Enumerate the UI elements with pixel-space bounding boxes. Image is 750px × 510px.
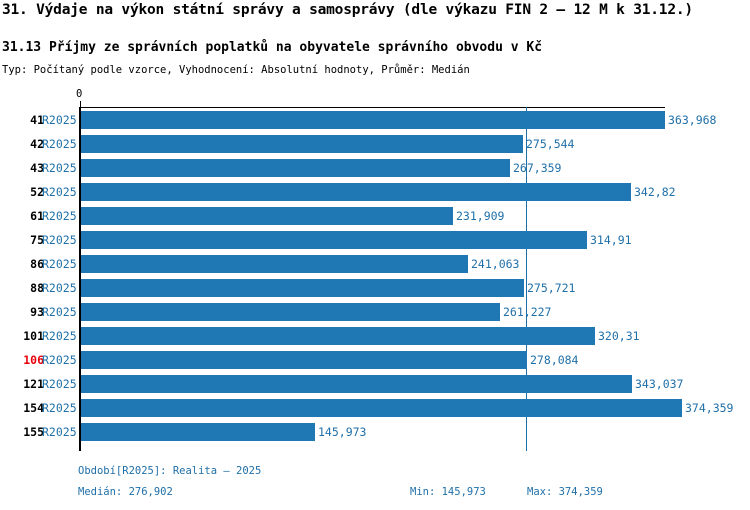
stat-median-label: Medián: 276,902	[78, 486, 173, 498]
bar-value-label: 363,968	[668, 113, 717, 127]
bar-row-series-label: R2025	[42, 329, 77, 343]
bar-value-label: 241,063	[471, 257, 520, 271]
bar[interactable]	[81, 135, 523, 153]
bar-value-label: 374,359	[685, 401, 734, 415]
chart-meta-line: Typ: Počítaný podle vzorce, Vyhodnocení:…	[2, 64, 470, 76]
bar[interactable]	[81, 279, 524, 297]
bar-row[interactable]: 154 R2025 374,359	[0, 397, 750, 421]
bar-row-series-label: R2025	[42, 401, 77, 415]
bar-row-category-52: 52	[30, 185, 44, 199]
bar-row[interactable]: 101 R2025 320,31	[0, 325, 750, 349]
bar-row-series-label: R2025	[42, 137, 77, 151]
bar-row[interactable]: 155 R2025 145,973	[0, 421, 750, 445]
bar-value-label: 278,084	[530, 353, 579, 367]
bar-row-series-label: R2025	[42, 257, 77, 271]
bar[interactable]	[81, 111, 665, 129]
bar[interactable]	[81, 399, 682, 417]
bar-row[interactable]: 121 R2025 343,037	[0, 373, 750, 397]
bar-value-label: 267,359	[513, 161, 562, 175]
bar-row-category-155: 155	[23, 425, 44, 439]
bar-row-category-101: 101	[23, 329, 44, 343]
axis-tick-mark-zero	[80, 101, 81, 107]
bar[interactable]	[81, 159, 510, 177]
bar-row-series-label: R2025	[42, 305, 77, 319]
bar[interactable]	[81, 327, 595, 345]
bar-row-category-42: 42	[30, 137, 44, 151]
bar-value-label: 314,91	[590, 233, 632, 247]
bar-row-category-41: 41	[30, 113, 44, 127]
bar-row-series-label: R2025	[42, 233, 77, 247]
axis-top-rule	[80, 107, 665, 108]
bar[interactable]	[81, 231, 587, 249]
bar[interactable]	[81, 375, 632, 393]
bar-row[interactable]: 106 R2025 278,084	[0, 349, 750, 373]
bar-value-label: 145,973	[318, 425, 367, 439]
bar-row[interactable]: 61 R2025 231,909	[0, 205, 750, 229]
median-reference-line	[526, 107, 527, 451]
bar-row[interactable]: 42 R2025 275,544	[0, 133, 750, 157]
bar-row[interactable]: 88 R2025 275,721	[0, 277, 750, 301]
bar-value-label: 231,909	[456, 209, 505, 223]
bar-row-series-label: R2025	[42, 425, 77, 439]
bar-row[interactable]: 41 R2025 363,968	[0, 109, 750, 133]
bar-row-category-93: 93	[30, 305, 44, 319]
bar-row[interactable]: 93 R2025 261,227	[0, 301, 750, 325]
bar-row-category-86: 86	[30, 257, 44, 271]
bar-row-category-106: 106	[23, 353, 44, 367]
bar-row-category-75: 75	[30, 233, 44, 247]
bar-row-series-label: R2025	[42, 353, 77, 367]
bar-chart-plot-area: 0 41 R2025 363,968 42 R2025 275,544 43 R2025 267…	[0, 88, 750, 460]
stat-min-label: Min: 145,973	[410, 486, 486, 498]
bar-row-series-label: R2025	[42, 161, 77, 175]
bar-value-label: 275,721	[527, 281, 576, 295]
bar[interactable]	[81, 303, 500, 321]
chart-footer: Období[R2025]: Realita – 2025 Medián: 27…	[0, 460, 750, 510]
stat-max-label: Max: 374,359	[527, 486, 603, 498]
bar-row[interactable]: 52 R2025 342,82	[0, 181, 750, 205]
bar-row-series-label: R2025	[42, 209, 77, 223]
bar-row[interactable]: 75 R2025 314,91	[0, 229, 750, 253]
bar-row-series-label: R2025	[42, 377, 77, 391]
axis-baseline-vertical	[79, 107, 81, 451]
axis-tick-label-zero: 0	[76, 88, 83, 100]
bar-row-category-154: 154	[23, 401, 44, 415]
bar[interactable]	[81, 183, 631, 201]
bar-value-label: 275,544	[526, 137, 575, 151]
bar-value-label: 342,82	[634, 185, 676, 199]
bar-row-series-label: R2025	[42, 281, 77, 295]
bar-row[interactable]: 43 R2025 267,359	[0, 157, 750, 181]
bar[interactable]	[81, 207, 453, 225]
legend-period-label: Období[R2025]: Realita – 2025	[78, 465, 262, 477]
chart-subtitle: 31.13 Příjmy ze správních poplatků na ob…	[2, 40, 543, 55]
bar-row-category-88: 88	[30, 281, 44, 295]
bar-row-category-61: 61	[30, 209, 44, 223]
bar[interactable]	[81, 255, 468, 273]
bar-row-series-label: R2025	[42, 185, 77, 199]
bar-row-category-43: 43	[30, 161, 44, 175]
bar-value-label: 320,31	[598, 329, 640, 343]
bar[interactable]	[81, 423, 315, 441]
bar-value-label: 261,227	[503, 305, 552, 319]
bar-row[interactable]: 86 R2025 241,063	[0, 253, 750, 277]
bar-row-series-label: R2025	[42, 113, 77, 127]
bar-value-label: 343,037	[635, 377, 684, 391]
bar-row-category-121: 121	[23, 377, 44, 391]
bar[interactable]	[81, 351, 527, 369]
page-title: 31. Výdaje na výkon státní správy a samo…	[2, 2, 693, 18]
